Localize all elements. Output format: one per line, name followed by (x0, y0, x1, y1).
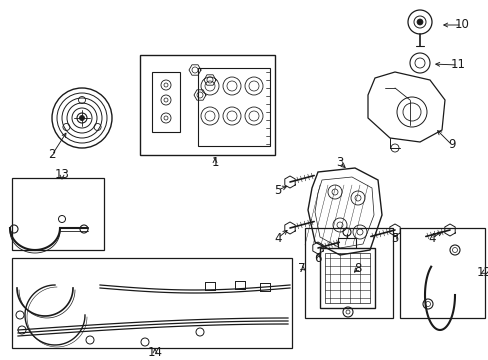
Bar (337, 238, 355, 248)
Text: 11: 11 (449, 58, 465, 72)
Text: 1: 1 (211, 156, 218, 168)
Text: 13: 13 (55, 168, 69, 181)
Circle shape (416, 19, 422, 25)
Text: 6: 6 (314, 252, 321, 265)
Text: 10: 10 (454, 18, 468, 31)
Bar (325, 253, 369, 303)
Text: 5: 5 (274, 184, 281, 197)
Circle shape (80, 116, 84, 121)
Text: 9: 9 (447, 139, 455, 152)
Bar (198, 68, 269, 146)
Bar (140, 55, 274, 155)
Text: 12: 12 (475, 266, 488, 279)
Bar (319, 248, 374, 308)
Text: 4: 4 (427, 231, 435, 244)
Text: 2: 2 (48, 148, 56, 162)
Bar (399, 228, 484, 318)
Text: 7: 7 (298, 261, 305, 274)
Text: 5: 5 (390, 231, 398, 244)
Text: 14: 14 (147, 346, 162, 359)
Bar (152, 72, 180, 132)
Text: 3: 3 (336, 157, 343, 170)
Bar (12, 178, 104, 250)
Bar (305, 228, 392, 318)
Bar (12, 258, 291, 348)
Text: 4: 4 (274, 231, 281, 244)
Text: 8: 8 (354, 261, 361, 274)
